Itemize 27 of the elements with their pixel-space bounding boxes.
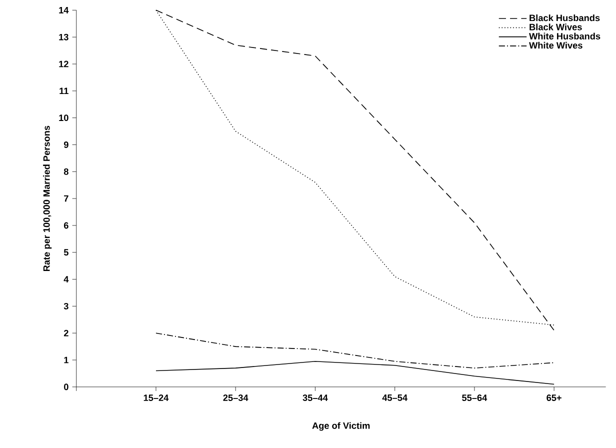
legend-label: Black Wives: [530, 24, 582, 30]
x-tick-label: 35–44: [302, 394, 328, 402]
y-tick-label: 4: [64, 276, 69, 282]
x-axis-title: Age of Victim: [312, 422, 370, 431]
y-tick-label: 12: [59, 60, 68, 68]
y-tick-label: 11: [60, 88, 68, 94]
y-tick-label: 8: [64, 168, 68, 175]
x-tick-label: 15–24: [144, 394, 169, 402]
y-tick-label: 7: [64, 195, 68, 202]
y-tick-label: 0: [64, 384, 68, 390]
legend-label: White Husbands: [529, 32, 600, 40]
y-tick-label: 3: [64, 302, 68, 310]
y-tick-label: 13: [59, 34, 68, 40]
y-tick-label: 2: [64, 330, 68, 336]
y-tick-label: 5: [64, 249, 68, 256]
x-tick-label: 65+: [546, 394, 562, 402]
y-tick-label: 10: [59, 114, 68, 122]
legend-label: White Wives: [529, 42, 582, 49]
x-tick-label: 45–54: [382, 394, 408, 401]
y-tick-label: 9: [64, 141, 68, 148]
y-tick-label: 14: [59, 7, 69, 14]
legend-label: Black Husbands: [530, 14, 600, 22]
x-tick-label: 25–34: [223, 394, 248, 402]
y-axis-title: Rate per 100,000 Married Persons: [43, 126, 52, 272]
x-tick-label: 55–64: [462, 394, 488, 402]
y-tick-label: 1: [64, 356, 68, 364]
y-tick-label: 6: [64, 222, 68, 229]
